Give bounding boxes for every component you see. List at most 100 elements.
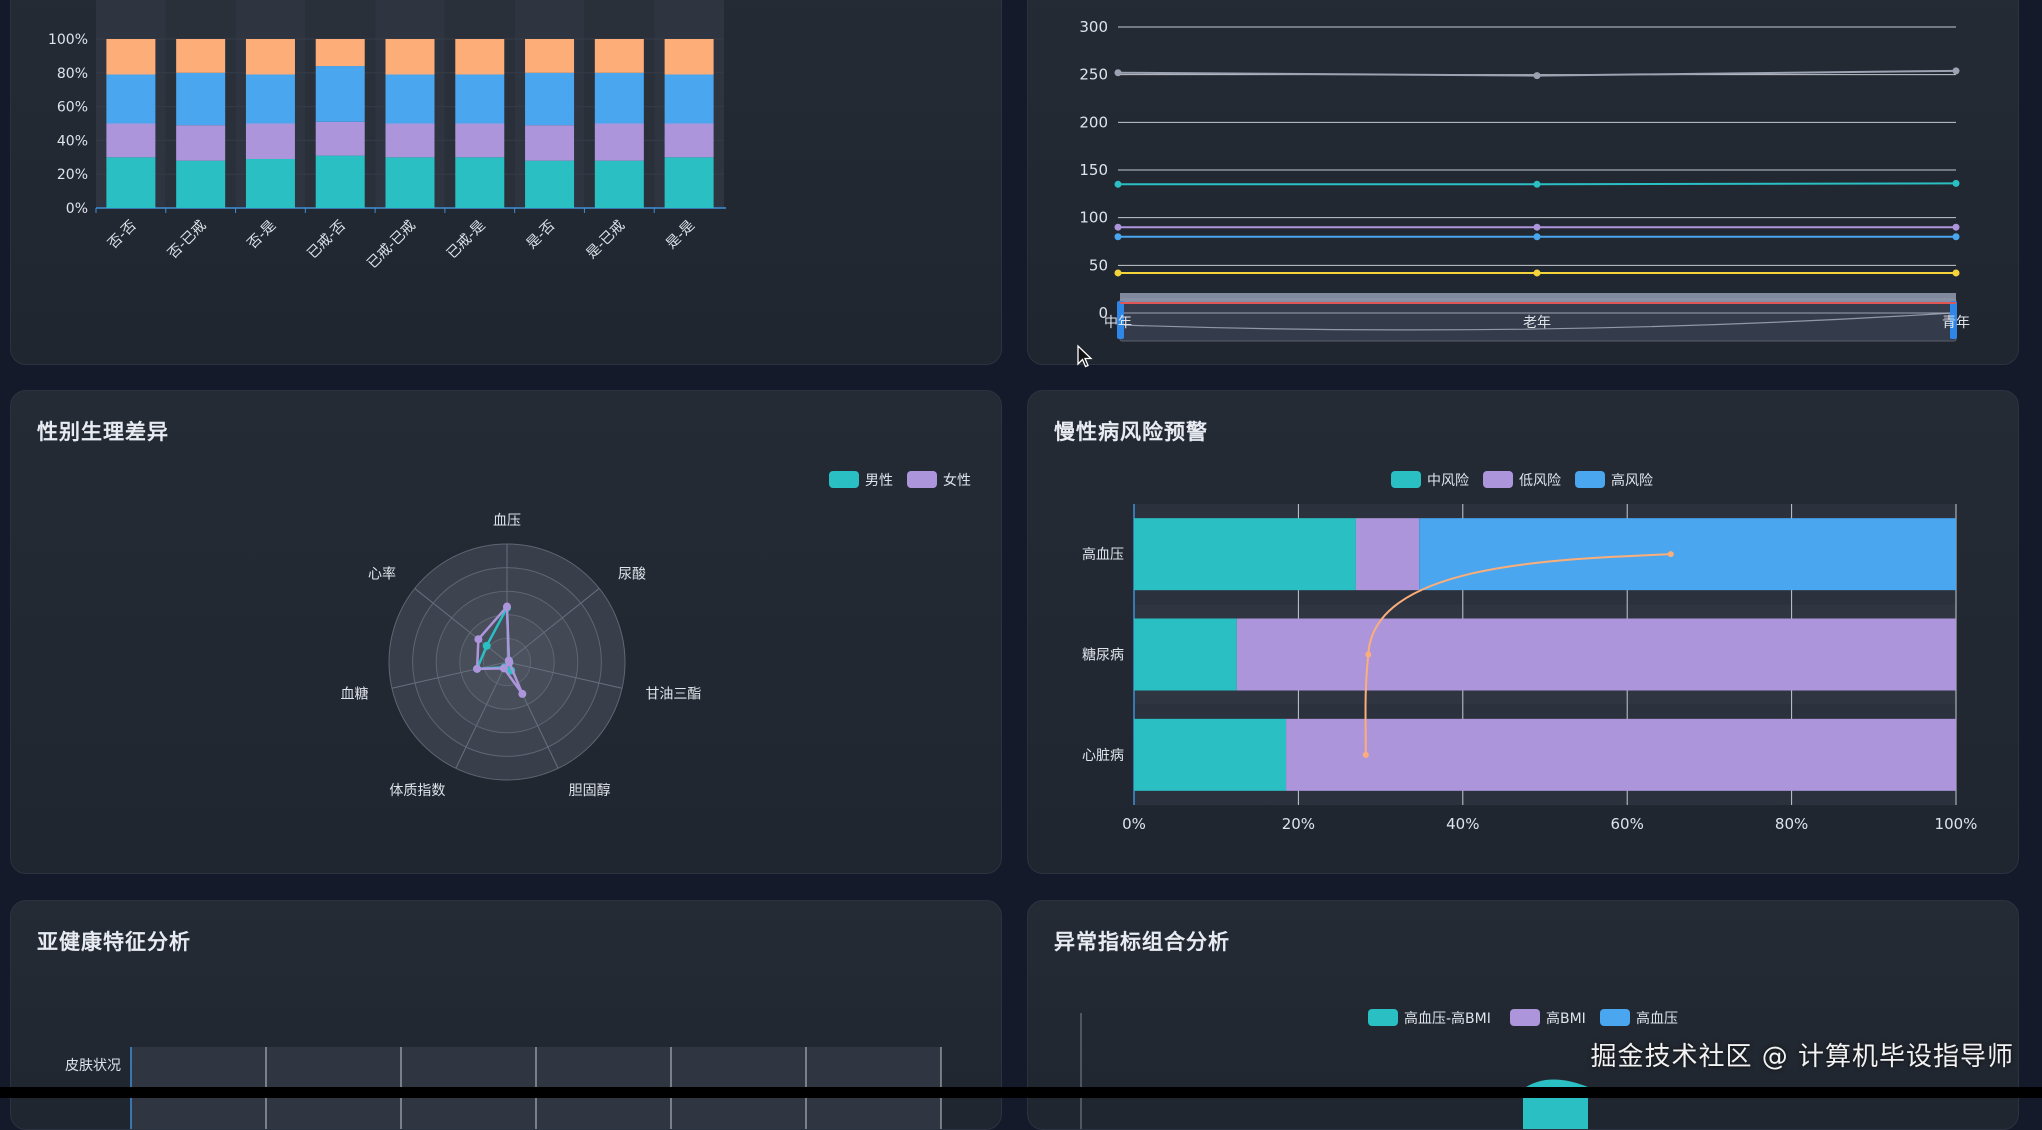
bar-segment: [525, 39, 575, 73]
radar-point: [499, 664, 508, 673]
bar-segment: [245, 39, 295, 75]
x-tick-label: 已戒-是: [444, 218, 489, 263]
y-tick-label: 100: [1079, 209, 1108, 227]
data-point: [1114, 180, 1122, 188]
bar-segment: [315, 121, 365, 156]
bar-segment: [176, 125, 226, 161]
zoom-label: 青年: [1942, 315, 1970, 331]
radar-spoke: [506, 661, 623, 689]
bar-segment: [245, 158, 295, 208]
bar-segment: [315, 39, 365, 67]
data-point: [1533, 223, 1541, 231]
zoom-preview-line: [1121, 312, 1953, 331]
data-point: [1114, 69, 1122, 77]
radar-indicator-label: 尿酸: [618, 566, 646, 582]
bar-segment: [525, 125, 575, 161]
x-tick-label: 已戒-已戒: [364, 218, 418, 272]
radar-point: [505, 658, 514, 667]
bar-segment: [1355, 518, 1420, 591]
bar-segment: [1236, 618, 1956, 691]
legend-swatch: [1600, 1009, 1630, 1026]
data-point: [1114, 223, 1122, 231]
radar-indicator-label: 胆固醇: [569, 782, 611, 799]
y-tick-label: 0: [1098, 304, 1108, 322]
panel-title: 异常指标组合分析: [1054, 930, 1230, 954]
x-tick-label: 80%: [1775, 815, 1808, 833]
age-line-panel: 0 50 100 150 200 250 300 中年 老年 青年: [1027, 0, 2019, 365]
overlay-line: [1364, 553, 1671, 755]
data-point: [1533, 180, 1541, 188]
bar-segment: [385, 39, 435, 75]
legend-swatch: [829, 471, 859, 488]
data-point: [1952, 233, 1960, 241]
data-point: [1533, 72, 1541, 80]
legend-label: 高风险: [1611, 472, 1653, 489]
bar-segment: [455, 74, 505, 124]
legend-swatch: [1368, 1009, 1398, 1026]
stacked-bar-chart: 0% 20% 40% 60% 80% 100% 否-否 否-已戒 否-是 已戒-否 已戒-已戒 已戒-…: [48, 0, 726, 272]
y-tick-label: 80%: [57, 66, 88, 82]
bar-segment: [385, 123, 435, 158]
data-point: [1952, 223, 1960, 231]
legend-label: 女性: [943, 472, 971, 489]
chronic-risk-panel: 慢性病风险预警 中风险 低风险 高风险 0% 20% 40% 60% 80% 100% 高血压 糖尿…: [1027, 390, 2019, 874]
legend-label: 高血压: [1636, 1010, 1678, 1027]
legend-label: 低风险: [1519, 473, 1561, 489]
bar-segment: [245, 123, 295, 159]
y-tick-label: 60%: [57, 100, 88, 116]
panel-title: 慢性病风险预警: [1054, 420, 1208, 444]
bar-segment: [594, 123, 644, 161]
bar-segment: [1286, 718, 1956, 791]
y-tick-label: 150: [1079, 161, 1108, 179]
bar-segment: [664, 74, 714, 124]
bar-segment: [664, 39, 714, 75]
y-tick-label: 50: [1089, 256, 1108, 274]
radar-indicator-label: 血压: [493, 513, 521, 529]
radar-indicator-label: 血糖: [341, 687, 369, 703]
bar-segment: [106, 39, 156, 75]
y-tick-label: 100%: [48, 32, 88, 48]
x-tick-label: 20%: [1282, 815, 1315, 833]
x-tick-label: 否-否: [105, 218, 140, 253]
bar-segment: [106, 123, 156, 158]
y-tick-label: 糖尿病: [1082, 648, 1124, 664]
bar-segment: [525, 72, 575, 126]
bar-segment: [315, 66, 365, 122]
legend-swatch: [1483, 471, 1513, 488]
bar-segment: [1134, 518, 1356, 591]
radar-point: [503, 602, 511, 611]
gender-radar-panel: 性别生理差异 男性 女性 血压 尿酸 甘油三酯 胆固醇 体质指数 血糖 心率: [10, 390, 1002, 874]
legend-swatch: [1391, 471, 1421, 488]
bar-segment: [106, 157, 156, 208]
bar-segment: [594, 72, 644, 124]
bar-segment: [176, 39, 226, 73]
legend-swatch: [907, 471, 937, 488]
legend-swatch: [1575, 471, 1605, 488]
y-tick-label: 20%: [57, 167, 88, 183]
mouse-cursor-icon: [1077, 344, 1093, 368]
x-tick-label: 是-已戒: [584, 218, 629, 263]
zoom-label: 老年: [1523, 315, 1551, 331]
data-point: [1952, 67, 1960, 75]
data-point: [1114, 269, 1122, 277]
radar-point: [474, 635, 483, 644]
overlay-point: [1667, 551, 1674, 558]
legend-swatch: [1510, 1009, 1540, 1026]
radar-indicator-label: 心率: [368, 565, 396, 582]
data-point: [1533, 269, 1541, 277]
zoom-label: 中年: [1104, 315, 1132, 331]
bar-segment: [176, 72, 226, 126]
radar-spoke: [506, 588, 600, 663]
x-tick-label: 0%: [1122, 815, 1146, 833]
overlay-point: [1365, 651, 1372, 658]
watermark: 掘金技术社区 @ 计算机毕设指导师: [1590, 1042, 2014, 1072]
bar-segment: [455, 157, 505, 208]
radar-spoke: [391, 661, 508, 689]
zoom-handle-right: [1950, 301, 1957, 339]
x-tick-label: 100%: [1935, 815, 1978, 833]
x-tick-label: 是-是: [663, 218, 698, 253]
age-line-chart: 0 50 100 150 200 250 300 中年 老年 青年: [1079, 18, 1970, 342]
y-tick-label: 心脏病: [1082, 748, 1124, 764]
